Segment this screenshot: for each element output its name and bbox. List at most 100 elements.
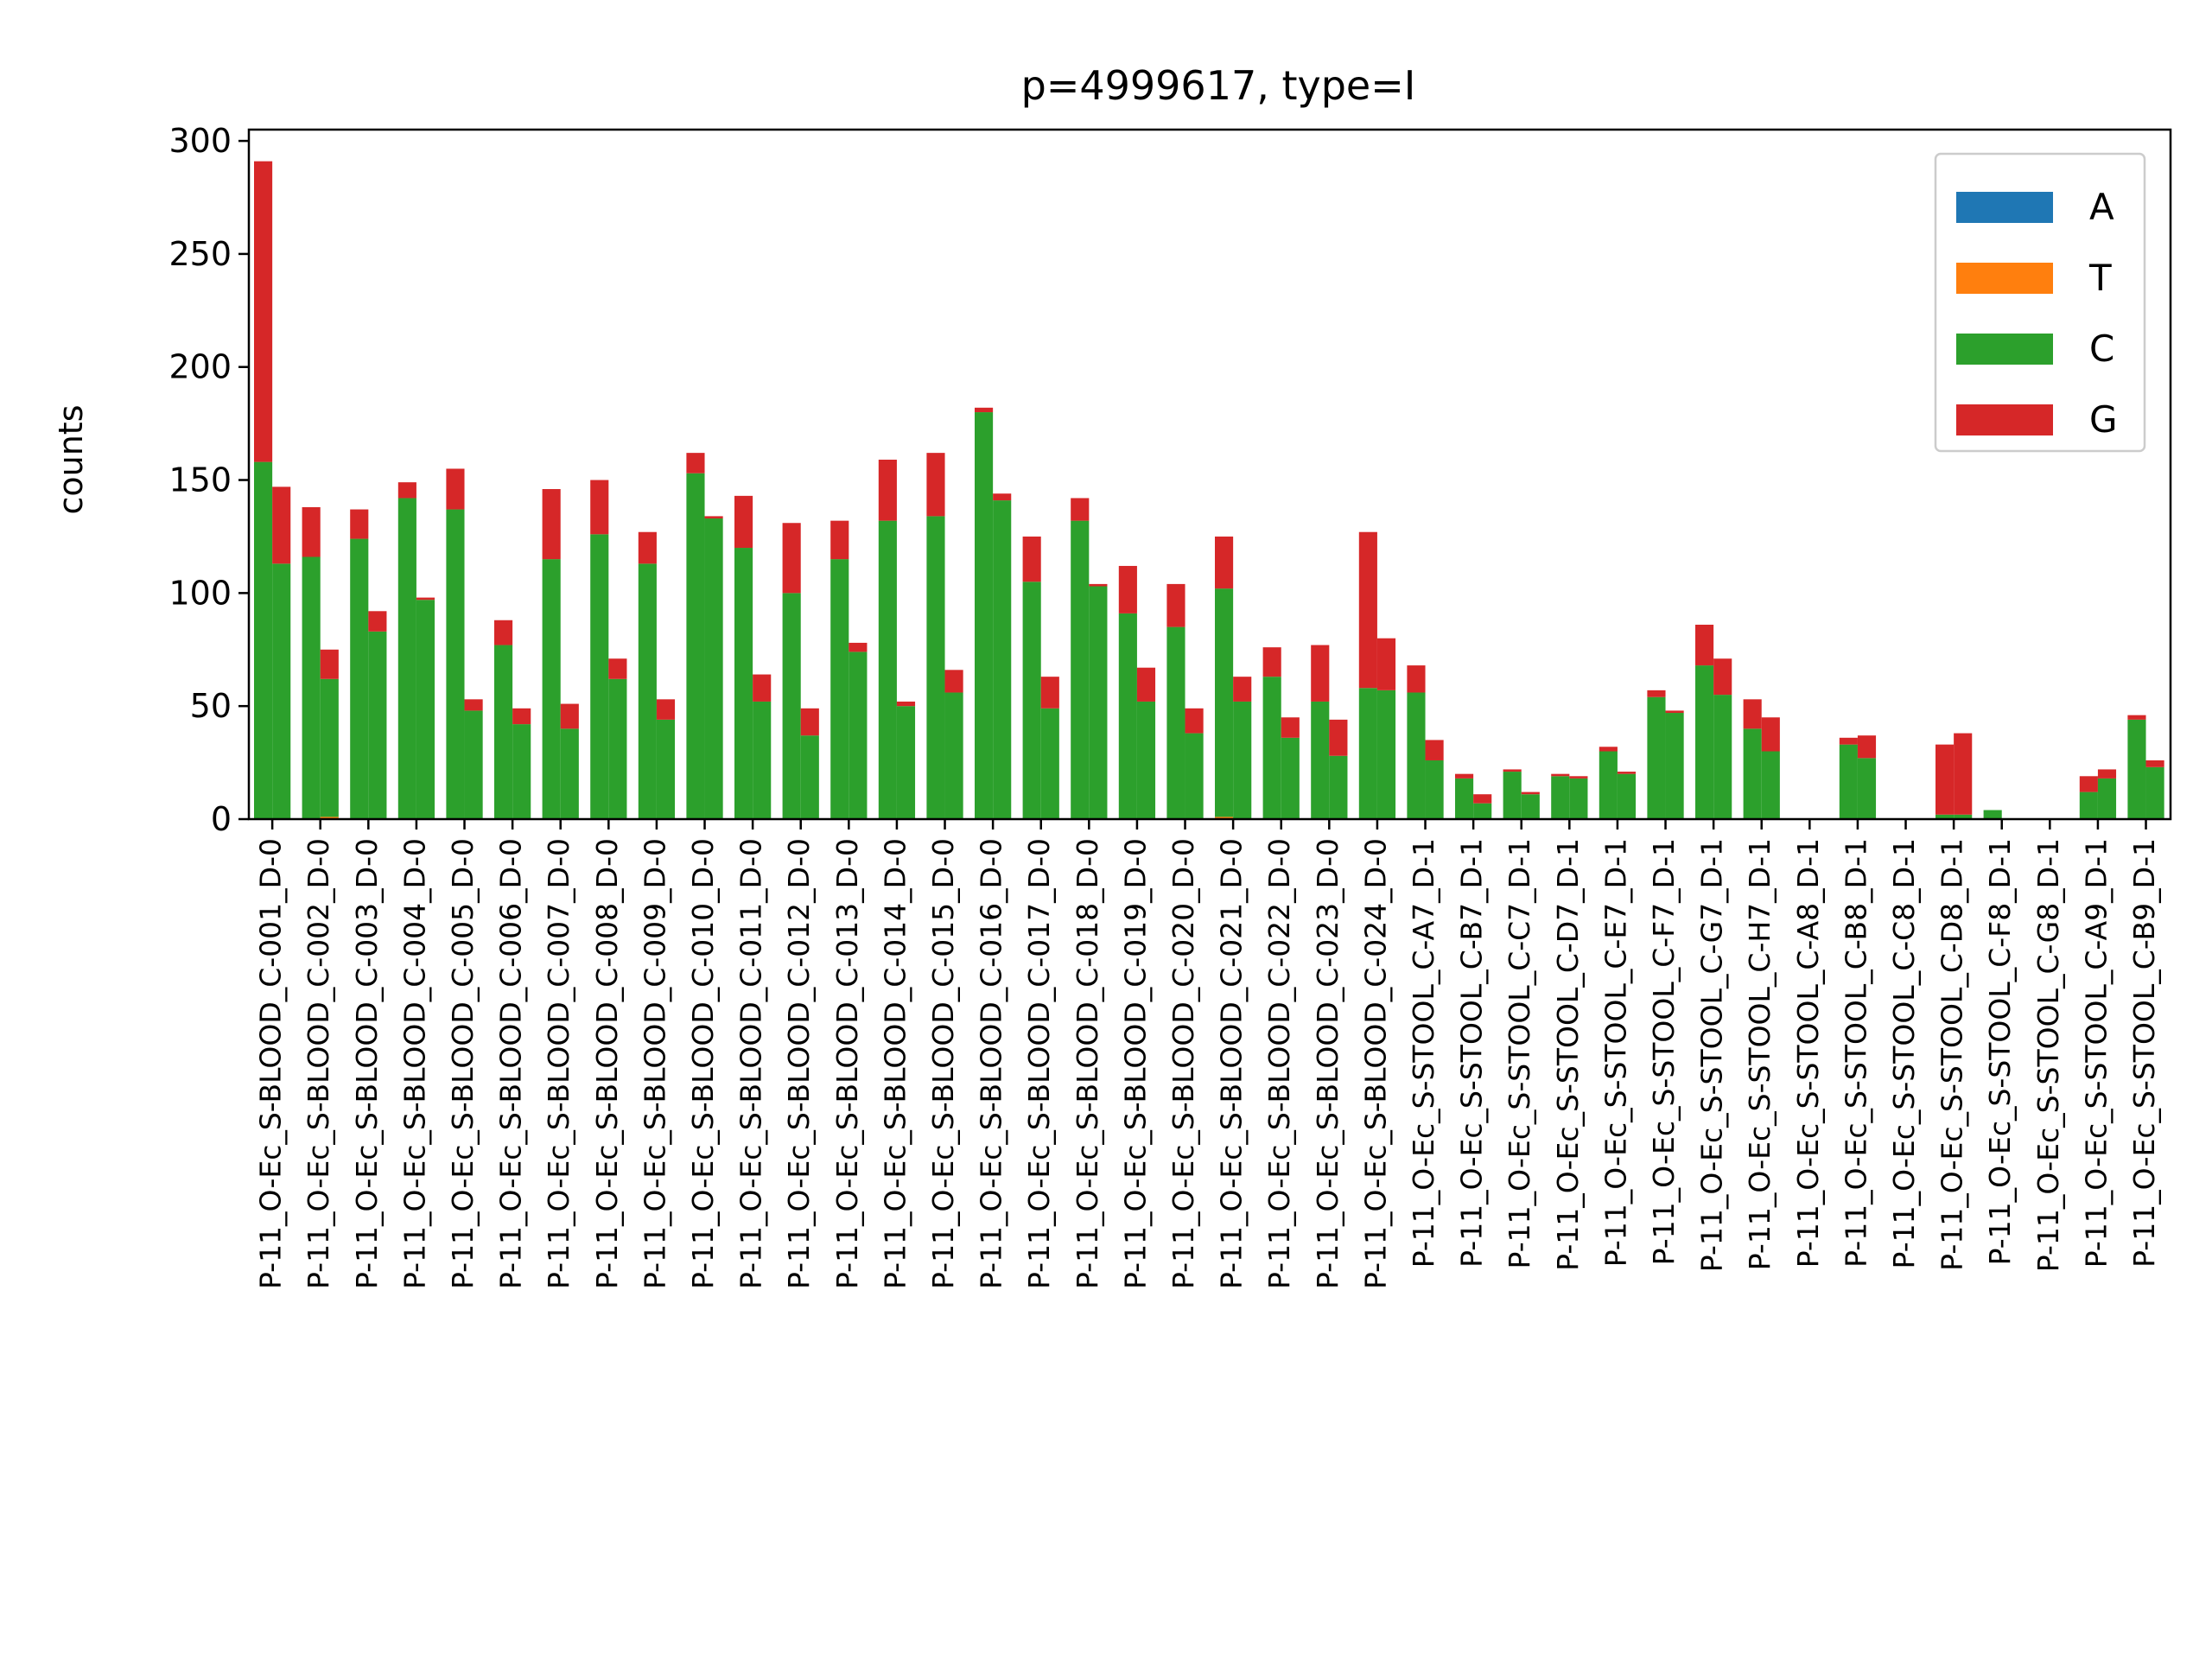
x-tick-label: P-11_O-Ec_S-STOOL_C-C7_D-1 [1503,838,1536,1268]
x-tick-label: P-11_O-Ec_S-BLOOD_C-012_D-0 [782,838,816,1289]
bar-C-2-15 [944,692,963,819]
legend-label-C: C [2089,327,2114,370]
bar-C-2-11 [753,701,772,819]
x-tick-label: P-11_O-Ec_S-STOOL_C-D7_D-1 [1551,838,1585,1271]
bar-G-2-3 [368,611,387,632]
legend-swatch-T [1956,263,2053,294]
bar-G-1-8 [590,480,609,535]
bar-C-2-19 [1136,701,1156,819]
bar-C-1-28 [1551,776,1570,819]
bar-C-2-23 [1329,755,1348,819]
y-tick-label: 150 [168,461,232,499]
bar-C-2-9 [656,719,676,819]
legend-box [1934,152,2146,453]
bar-C-2-13 [849,652,868,819]
bar-G-2-39 [2097,769,2117,779]
bar-G-2-17 [1040,677,1059,709]
bar-C-1-13 [830,559,849,819]
bar-G-1-13 [830,520,849,560]
bar-C-2-22 [1281,737,1300,819]
x-tick-label: P-11_O-Ec_S-BLOOD_C-018_D-0 [1071,838,1104,1289]
y-tick-label: 100 [168,574,232,612]
bar-C-2-5 [464,710,483,819]
bar-G-1-2 [302,506,321,557]
x-tick-label: P-11_O-Ec_S-STOOL_C-B8_D-1 [1839,838,1872,1268]
bar-G-2-36 [1954,733,1973,815]
bar-C-2-26 [1473,803,1492,819]
bar-G-1-29 [1599,747,1618,752]
bar-G-2-8 [608,658,627,679]
bar-C-2-3 [368,631,387,819]
bar-C-1-31 [1695,665,1714,819]
bar-G-1-9 [638,531,657,564]
bar-C-2-27 [1521,794,1540,819]
plot-frame [247,128,2172,821]
bar-T-2-2 [320,817,339,819]
chart-title: p=4999617, type=I [1021,62,1416,109]
bar-G-2-29 [1617,772,1637,774]
bar-G-1-24 [1358,531,1377,689]
bar-C-2-28 [1569,778,1588,819]
bar-C-1-24 [1358,688,1377,819]
bar-G-2-13 [849,642,868,652]
bar-C-1-37 [1983,810,2002,819]
bar-C-1-4 [397,498,416,819]
y-tick-label: 250 [168,235,232,273]
bar-C-1-18 [1071,520,1090,819]
bar-G-1-16 [975,407,994,413]
x-tick-label: P-11_O-Ec_S-BLOOD_C-014_D-0 [878,838,912,1289]
x-tick-label: P-11_O-Ec_S-BLOOD_C-013_D-0 [830,838,864,1289]
bar-G-1-12 [782,523,801,594]
bar-G-1-21 [1215,536,1234,589]
x-tick-label: P-11_O-Ec_S-BLOOD_C-005_D-0 [446,838,480,1289]
bar-C-1-11 [734,548,753,819]
bar-G-2-21 [1233,677,1252,702]
bar-G-1-19 [1118,565,1137,613]
bar-G-1-14 [878,459,897,521]
x-tick-label: P-11_O-Ec_S-STOOL_C-G7_D-1 [1695,838,1729,1272]
x-tick-label: P-11_O-Ec_S-STOOL_C-G8_D-1 [2031,838,2065,1272]
bar-G-2-22 [1281,717,1300,738]
bar-C-1-29 [1599,751,1618,819]
bar-G-1-28 [1551,773,1570,777]
bar-C-2-40 [2145,766,2164,819]
legend-swatch-C [1956,334,2053,365]
x-tick-label: P-11_O-Ec_S-BLOOD_C-023_D-0 [1311,838,1344,1289]
bar-C-2-24 [1376,690,1396,819]
bar-G-2-26 [1473,794,1492,804]
bar-G-2-27 [1521,791,1540,795]
bar-G-1-6 [494,620,513,645]
bar-C-1-25 [1407,692,1426,819]
y-tick-label: 200 [168,348,232,386]
bar-G-1-34 [1839,737,1858,745]
bar-G-1-36 [1936,744,1955,815]
x-tick-label: P-11_O-Ec_S-STOOL_C-A9_D-1 [2079,838,2113,1268]
legend-label-T: T [2088,257,2112,299]
bar-G-2-32 [1761,717,1780,752]
bar-G-1-4 [397,482,416,499]
y-axis: 0 50 100 150 200 250 300 [168,122,249,838]
bar-C-2-4 [416,600,435,819]
bar-G-1-27 [1503,769,1522,772]
bar-C-2-17 [1040,708,1059,819]
x-tick-label: P-11_O-Ec_S-BLOOD_C-001_D-0 [254,838,288,1289]
bar-G-2-40 [2145,760,2164,767]
x-tick-label: P-11_O-Ec_S-BLOOD_C-002_D-0 [302,838,335,1289]
bar-G-2-31 [1713,658,1732,696]
bar-C-2-36 [1954,814,1973,819]
bar-G-2-11 [753,674,772,702]
bar-G-2-6 [512,708,531,725]
bar-C-1-27 [1503,772,1522,819]
x-tick-label: P-11_O-Ec_S-BLOOD_C-004_D-0 [397,838,431,1289]
bar-C-2-39 [2097,778,2117,819]
x-tick-label: P-11_O-Ec_S-BLOOD_C-017_D-0 [1022,838,1056,1289]
bar-G-1-5 [446,468,465,510]
x-tick-label: P-11_O-Ec_S-BLOOD_C-008_D-0 [590,838,624,1289]
legend-label-A: A [2089,186,2114,228]
bar-C-1-30 [1647,696,1666,819]
bar-G-2-5 [464,699,483,711]
x-tick-label: P-11_O-Ec_S-BLOOD_C-021_D-0 [1215,838,1249,1289]
bar-C-2-25 [1425,760,1444,819]
